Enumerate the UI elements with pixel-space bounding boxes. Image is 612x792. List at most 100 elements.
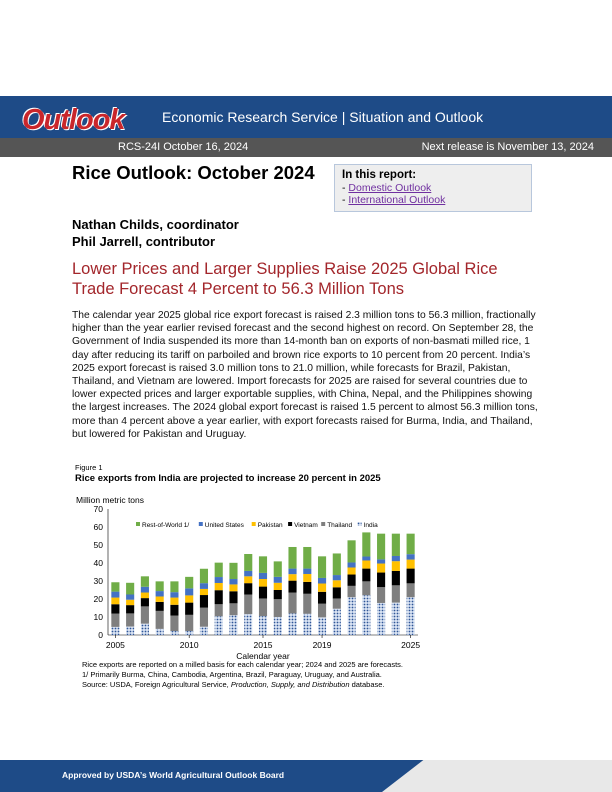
bar-segment — [170, 597, 179, 605]
bar-segment — [317, 591, 327, 604]
bar-segment — [303, 573, 312, 582]
bar-segment — [406, 559, 415, 569]
bar-segment — [258, 556, 268, 573]
bar-segment — [244, 554, 253, 571]
bar-segment — [229, 579, 238, 585]
bar-segment — [288, 568, 297, 575]
figure-note-basis: Rice exports are reported on a milled ba… — [82, 660, 404, 669]
bar-segment — [332, 587, 341, 599]
bar-segment — [317, 556, 327, 578]
bar-segment — [347, 567, 356, 575]
bar-segment — [140, 592, 149, 599]
bar-segment — [347, 540, 356, 563]
bar-segment — [111, 582, 120, 592]
bar-segment — [273, 617, 282, 635]
legend-swatch — [198, 522, 203, 526]
bar-segment — [273, 582, 282, 590]
bar-segment — [244, 576, 253, 584]
bar-segment — [288, 580, 297, 593]
bar-segment — [362, 568, 371, 582]
footer-accent — [382, 760, 612, 792]
bar-segment — [347, 574, 356, 586]
y-tick-label: 30 — [94, 576, 104, 586]
legend-label: India — [364, 522, 378, 529]
x-tick-label: 2010 — [180, 640, 199, 650]
bar-segment — [303, 613, 312, 635]
bar-segment — [332, 608, 341, 635]
bar-segment — [140, 598, 149, 607]
outlook-logo: Outlook — [22, 104, 126, 136]
x-tick-label: 2015 — [254, 640, 273, 650]
figure-label: Figure 1 — [75, 463, 103, 472]
legend-label: Pakistan — [258, 522, 283, 529]
bar-segment — [362, 556, 371, 561]
source-title: Production, Supply, and Distribution — [230, 680, 350, 689]
legend-swatch — [321, 522, 326, 526]
x-tick-label: 2005 — [106, 640, 125, 650]
international-outlook-link[interactable]: International Outlook — [348, 194, 446, 206]
bar-segment — [377, 533, 386, 560]
bar-segment — [126, 626, 135, 635]
bar-segment — [229, 615, 238, 635]
bar-segment — [140, 576, 149, 587]
bar-segment — [303, 581, 312, 594]
domestic-outlook-link[interactable]: Domestic Outlook — [348, 182, 432, 194]
bar-segment — [244, 583, 253, 595]
legend-swatch — [288, 522, 293, 526]
bar-segment — [406, 583, 415, 598]
bar-segment — [126, 613, 135, 627]
bar-segment — [185, 595, 194, 603]
bar-segment — [258, 616, 268, 635]
y-tick-label: 50 — [94, 540, 104, 550]
bar-segment — [185, 576, 194, 589]
bar-segment — [406, 568, 415, 584]
bar-segment — [377, 559, 386, 564]
bar-segment — [303, 546, 312, 569]
bar-segment — [288, 592, 297, 614]
bar-segment — [273, 590, 282, 600]
bar-segment — [111, 626, 120, 635]
x-tick-label: 2019 — [313, 640, 332, 650]
bar-segment — [214, 577, 223, 583]
bar-segment — [155, 601, 164, 611]
bar-segment — [111, 613, 120, 627]
legend-label: Vietnam — [294, 522, 318, 529]
bar-segment — [155, 596, 164, 602]
bar-segment — [140, 623, 149, 635]
bar-segment — [126, 594, 135, 600]
bar-segment — [332, 598, 341, 609]
in-this-report-title: In this report: — [342, 169, 417, 181]
report-link-row: - International Outlook — [342, 194, 446, 206]
bar-segment — [377, 587, 386, 603]
bar-segment — [199, 595, 209, 608]
bar-segment — [258, 586, 268, 599]
bar-segment — [199, 583, 209, 589]
bar-segment — [258, 598, 268, 617]
bar-segment — [229, 584, 238, 592]
bar-segment — [170, 592, 179, 598]
bar-segment — [155, 628, 164, 635]
legend-swatch — [357, 522, 362, 526]
stacked-bar-chart: Million metric tons 0 10 20 30 40 50 60 70 2005 20… — [76, 495, 420, 661]
in-this-report-box: In this report: - Domestic Outlook - Int… — [334, 164, 532, 212]
source-prefix: Source: USDA, Foreign Agricultural Servi… — [82, 680, 231, 689]
bar-segment — [347, 585, 356, 598]
bar-segment — [303, 568, 312, 574]
bar-segment — [317, 603, 327, 618]
bar-segment — [377, 602, 386, 635]
bar-segment — [406, 597, 415, 635]
report-link-row: - Domestic Outlook — [342, 182, 432, 194]
y-tick-label: 20 — [94, 594, 104, 604]
bar-segment — [140, 586, 149, 593]
bar-segment — [155, 591, 164, 597]
bar-segment — [185, 588, 194, 596]
bar-segment — [362, 532, 371, 557]
bar-segment — [199, 588, 209, 596]
bar-segment — [362, 560, 371, 569]
bar-segment — [229, 562, 238, 580]
bar-segment — [170, 631, 179, 635]
bar-segment — [273, 561, 282, 577]
bar-segment — [362, 595, 371, 635]
bar-segment — [377, 572, 386, 588]
header-banner — [0, 96, 612, 138]
